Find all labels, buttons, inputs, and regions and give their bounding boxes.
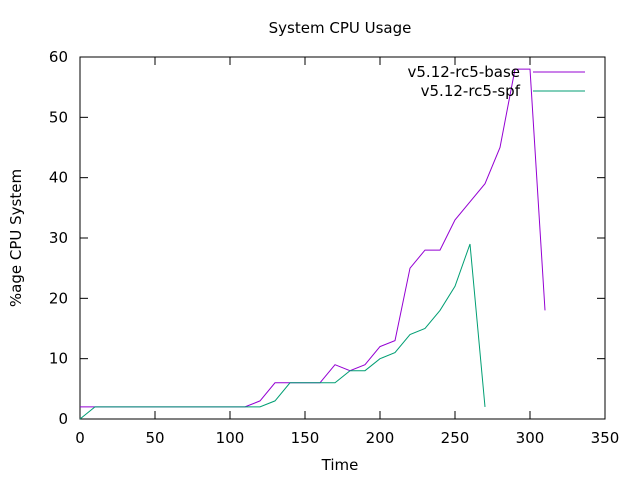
chart-title: System CPU Usage bbox=[269, 19, 412, 37]
x-tick-label: 50 bbox=[145, 429, 164, 447]
x-tick-label: 100 bbox=[216, 429, 245, 447]
x-axis-label: Time bbox=[321, 456, 359, 474]
y-tick-label: 40 bbox=[49, 169, 68, 187]
series-line-1 bbox=[80, 68, 546, 408]
legend-label-1: v5.12-rc5-base bbox=[408, 63, 521, 81]
y-tick-label: 60 bbox=[49, 48, 68, 66]
series-line-2 bbox=[79, 243, 486, 420]
legend-label-2: v5.12-rc5-spf bbox=[421, 82, 521, 100]
x-tick-label: 200 bbox=[366, 429, 395, 447]
x-axis: 0 50 100 150 200 250 300 350 bbox=[75, 57, 619, 447]
plot-frame bbox=[79, 56, 606, 420]
y-axis-label: %age CPU System bbox=[7, 169, 25, 307]
x-tick-label: 250 bbox=[441, 429, 470, 447]
y-tick-label: 0 bbox=[58, 410, 68, 428]
y-tick-label: 50 bbox=[49, 108, 68, 126]
plot-lines bbox=[79, 68, 546, 420]
x-tick-label: 350 bbox=[591, 429, 620, 447]
y-axis: 0 10 20 30 40 50 60 bbox=[49, 48, 605, 428]
y-tick-label: 30 bbox=[49, 229, 68, 247]
x-tick-label: 150 bbox=[291, 429, 320, 447]
y-tick-label: 10 bbox=[49, 350, 68, 368]
x-tick-label: 300 bbox=[516, 429, 545, 447]
y-tick-label: 20 bbox=[49, 289, 68, 307]
x-tick-label: 0 bbox=[75, 429, 85, 447]
